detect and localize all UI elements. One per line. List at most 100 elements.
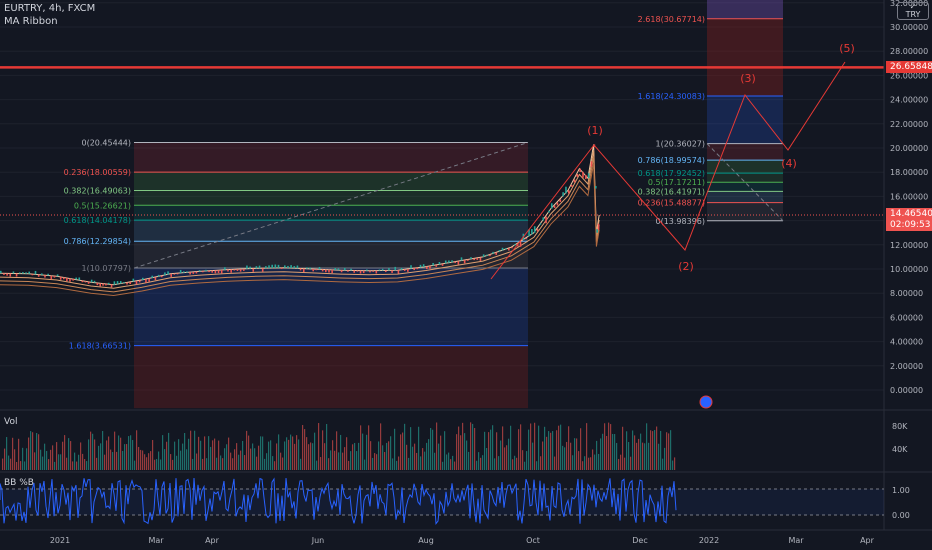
volume-bar (610, 424, 612, 470)
candle (454, 261, 456, 264)
volume-bar (154, 459, 156, 470)
volume-bar (560, 424, 562, 470)
volume-bar (116, 451, 118, 470)
volume-bar (6, 437, 8, 470)
volume-bar (410, 427, 412, 470)
candle (426, 266, 428, 270)
volume-bar (368, 425, 370, 470)
volume-bar (580, 428, 582, 470)
candle (195, 271, 198, 274)
volume-bar (270, 440, 272, 470)
candle (113, 281, 116, 285)
volume-bar (400, 434, 402, 470)
volume-bar (586, 423, 588, 470)
price-tick-label: 24.00000 (890, 96, 928, 105)
candle (271, 264, 273, 269)
volume-bar (380, 423, 382, 470)
candle (198, 270, 201, 272)
volume-bar (342, 452, 344, 470)
candle (299, 268, 302, 271)
volume-bar (258, 445, 260, 470)
ma-ribbon-line (0, 157, 600, 293)
volume-bar (612, 433, 614, 470)
volume-bar (46, 450, 48, 470)
wave-label: (3) (740, 72, 756, 85)
candle (388, 268, 390, 271)
candle (441, 263, 444, 266)
volume-bar (136, 430, 138, 470)
candle (293, 266, 296, 269)
volume-bar (548, 431, 550, 470)
volume-bar (236, 443, 238, 470)
time-tick-label: Oct (526, 536, 540, 545)
candle (485, 254, 488, 256)
candle (265, 266, 267, 269)
volume-bar (78, 454, 80, 470)
volume-bar (650, 430, 652, 470)
candle (261, 268, 264, 272)
volume-bar (358, 442, 360, 470)
volume-bar (658, 443, 660, 470)
candle (325, 269, 327, 273)
candle (539, 223, 542, 225)
fib-zone (707, 191, 783, 203)
volume-bar (364, 459, 366, 470)
candle (78, 277, 81, 281)
volume-bar (88, 439, 90, 470)
candle (242, 268, 245, 271)
candle (514, 244, 516, 246)
volume-bar (404, 423, 406, 470)
volume-bar (4, 448, 6, 470)
candle (340, 270, 343, 273)
candle (110, 284, 113, 288)
volume-pane-label[interactable]: Vol (4, 417, 18, 427)
price-tick-label: 18.00000 (890, 168, 928, 177)
fib-zone (707, 143, 783, 161)
candle (508, 248, 510, 251)
volume-bar (642, 442, 644, 470)
candle (548, 210, 550, 213)
candle (565, 186, 567, 194)
volume-bar (536, 461, 538, 470)
bbpb-pane-label[interactable]: BB %B (4, 478, 34, 488)
fib-level-label: 0.786(18.99574) (638, 156, 705, 165)
volume-bar (636, 442, 638, 470)
volume-bar (164, 449, 166, 470)
volume-bar (128, 436, 130, 470)
volume-bar (584, 456, 586, 470)
volume-bar (10, 458, 12, 470)
price-tick-label: 8.00000 (890, 289, 923, 298)
volume-bar (248, 435, 250, 470)
volume-bar (360, 425, 362, 470)
candle (47, 273, 49, 276)
currency-selector[interactable]: ✓ TRY (897, 2, 929, 20)
candle (451, 260, 453, 263)
volume-bar (220, 455, 222, 470)
volume-bar (478, 452, 480, 470)
volume-bar (520, 424, 522, 470)
volume-bar (490, 429, 492, 470)
symbol-title[interactable]: EURTRY, 4h, FXCM (4, 3, 96, 14)
fib-zone (134, 345, 528, 409)
volume-bar (518, 429, 520, 470)
volume-bar (562, 445, 564, 470)
candle (246, 265, 248, 269)
candle (359, 270, 362, 274)
volume-bar (510, 425, 512, 470)
volume-tick-label: 40K (892, 445, 908, 454)
candle (280, 267, 283, 270)
indicator-label[interactable]: MA Ribbon (4, 16, 58, 27)
fib-zone (134, 190, 528, 206)
volume-bar (134, 460, 136, 470)
volume-bar (224, 448, 226, 470)
price-tick-label: 10.00000 (890, 265, 928, 274)
candle (296, 265, 299, 269)
fib-level-label: 0.786(12.29854) (64, 237, 131, 246)
candle (531, 229, 533, 235)
wave-label: (4) (781, 157, 797, 170)
time-tick-label: Dec (632, 536, 647, 545)
volume-bar (314, 432, 316, 470)
candle (189, 272, 191, 275)
volume-bar (312, 443, 314, 470)
